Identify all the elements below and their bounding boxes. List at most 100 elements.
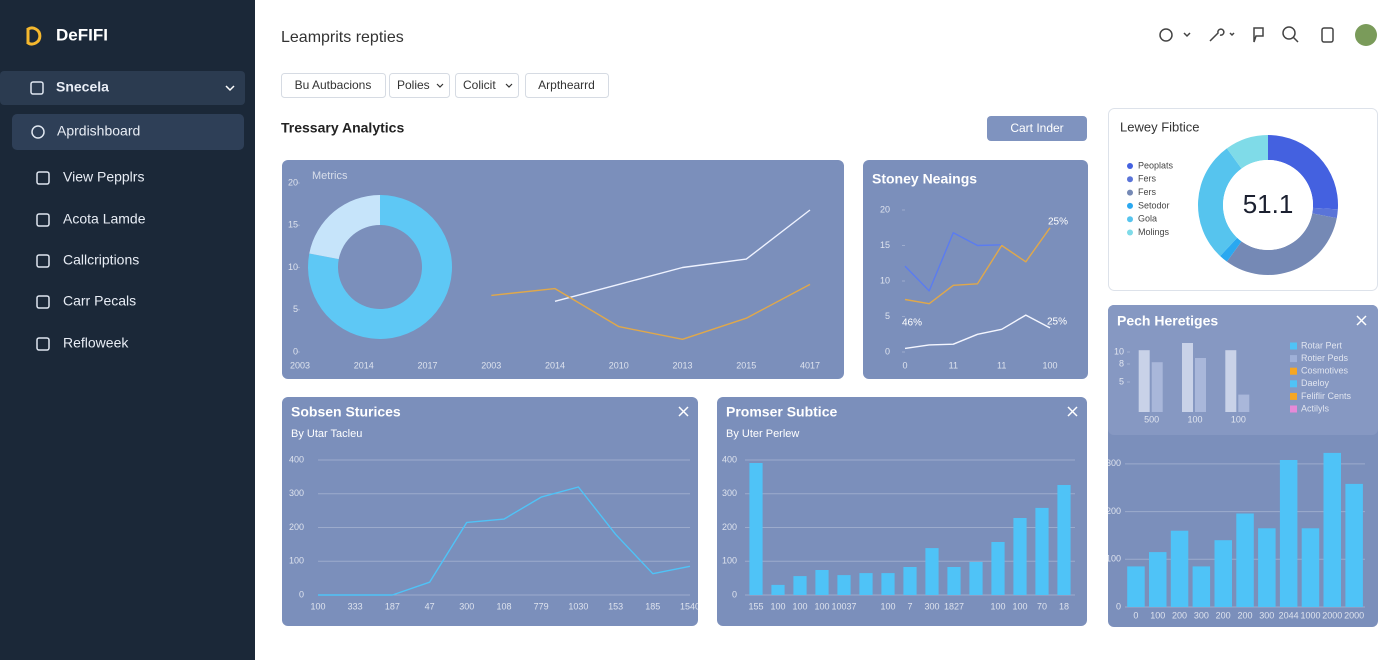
y-tick-label: 20 bbox=[288, 177, 298, 187]
menu-item[interactable]: View Pepplrs bbox=[63, 169, 144, 185]
filter-button[interactable] bbox=[281, 73, 386, 98]
menu-item[interactable]: Callcriptions bbox=[63, 252, 139, 268]
legend-swatch bbox=[1290, 392, 1297, 400]
bar bbox=[1057, 485, 1071, 595]
bar bbox=[881, 573, 895, 595]
filter-bar: Bu Autbacions Polies Colicit Arpthearrd bbox=[281, 73, 609, 98]
menu-header[interactable] bbox=[0, 71, 245, 105]
x-tick-label: 300 bbox=[1194, 610, 1209, 620]
filter-button[interactable] bbox=[455, 73, 519, 98]
x-tick-label: 0 bbox=[1133, 610, 1138, 620]
legend-swatch bbox=[1290, 367, 1297, 375]
y-tick-label: 300 bbox=[1106, 458, 1121, 468]
icon bbox=[1183, 32, 1191, 38]
y-tick-label: 0 bbox=[293, 346, 298, 356]
close-button[interactable] bbox=[678, 406, 689, 417]
panel-title: Pech Heretiges bbox=[1117, 313, 1218, 329]
menu-item[interactable]: Carr Pecals bbox=[63, 293, 136, 309]
legend-swatch bbox=[1290, 405, 1297, 413]
section-button[interactable] bbox=[987, 116, 1087, 141]
bar bbox=[1013, 518, 1027, 595]
legend-label: Daeloy bbox=[1301, 378, 1330, 388]
y-tick-label: 200 bbox=[722, 522, 737, 532]
filter-label[interactable]: Bu Autbacions bbox=[295, 78, 372, 92]
x-tick-label: 300 bbox=[1259, 610, 1274, 620]
menu-icon bbox=[36, 213, 50, 227]
x-tick-label: 153 bbox=[608, 601, 623, 611]
annotation: 46% bbox=[902, 318, 922, 329]
y-tick-label: 100 bbox=[722, 556, 737, 566]
x-tick-label: 200 bbox=[1172, 610, 1187, 620]
x-tick-label: 100 bbox=[792, 601, 807, 611]
panel bbox=[863, 160, 1088, 379]
legend-label: Rotier Peds bbox=[1301, 353, 1349, 363]
icon bbox=[1292, 36, 1299, 43]
legend-label: Peoplats bbox=[1138, 160, 1174, 170]
bar bbox=[903, 567, 917, 595]
section-button-label[interactable]: Cart Inder bbox=[1010, 121, 1063, 135]
line-series bbox=[491, 283, 811, 340]
bar bbox=[991, 542, 1005, 595]
legend-label: Actilyls bbox=[1301, 403, 1330, 413]
bar bbox=[1279, 460, 1298, 607]
close-button[interactable] bbox=[1356, 315, 1367, 326]
y-tick-label: 5 bbox=[1119, 376, 1124, 386]
legend-label: Rotar Pert bbox=[1301, 340, 1343, 350]
menu-icon bbox=[36, 337, 50, 351]
bar bbox=[771, 584, 785, 595]
legend-label: Molings bbox=[1138, 227, 1170, 237]
pie-slice bbox=[308, 195, 453, 339]
close-button[interactable] bbox=[1067, 406, 1078, 417]
panel-title: Metrics bbox=[312, 170, 348, 182]
x-tick-label: 100 bbox=[990, 601, 1005, 611]
line-series bbox=[904, 314, 1051, 350]
x-tick-label: 200 bbox=[1237, 610, 1252, 620]
pie-slice bbox=[1198, 148, 1242, 257]
y-tick-label: 300 bbox=[289, 488, 304, 498]
x-tick-label: 155 bbox=[748, 601, 763, 611]
section-title: Tressary Analytics bbox=[281, 120, 404, 136]
icon[interactable] bbox=[1209, 28, 1225, 42]
y-tick-label: 400 bbox=[722, 454, 737, 464]
menu-item[interactable]: Acota Lamde bbox=[63, 211, 146, 227]
bar bbox=[749, 463, 763, 595]
legend: Rotar Pert Rotier Peds Cosmotives Daeloy Fel… bbox=[1290, 340, 1352, 413]
icon[interactable] bbox=[1282, 26, 1296, 40]
legend-label: Fers bbox=[1138, 174, 1157, 184]
legend-swatch bbox=[1290, 355, 1297, 363]
filter-button[interactable] bbox=[389, 73, 450, 98]
filter-label[interactable]: Polies bbox=[397, 78, 430, 92]
y-tick-label: 10 bbox=[1114, 346, 1124, 356]
menu-item[interactable]: Aprdishboard bbox=[57, 123, 140, 139]
x-tick-label: 0 bbox=[902, 360, 907, 370]
x-tick-label: 108 bbox=[496, 601, 511, 611]
panel-title: Lewey Fibtice bbox=[1120, 119, 1199, 134]
menu-item-active[interactable] bbox=[12, 114, 244, 150]
x-tick-label: 1827 bbox=[944, 601, 964, 611]
pie-slice bbox=[1226, 213, 1337, 275]
icon[interactable] bbox=[1253, 27, 1264, 43]
bar bbox=[1182, 343, 1193, 412]
filter-label[interactable]: Colicit bbox=[463, 78, 496, 92]
bar bbox=[947, 567, 961, 595]
y-tick-label: 400 bbox=[289, 454, 304, 464]
menu-icon bbox=[31, 125, 45, 139]
icon[interactable] bbox=[1159, 28, 1173, 42]
x-tick-label: 47 bbox=[425, 601, 435, 611]
x-tick-label: 2013 bbox=[672, 360, 692, 370]
y-tick-label: 15 bbox=[880, 240, 890, 250]
x-tick-label: 300 bbox=[459, 601, 474, 611]
filter-label[interactable]: Arpthearrd bbox=[538, 78, 595, 92]
filter-button[interactable] bbox=[525, 73, 609, 98]
y-tick-label: 5 bbox=[293, 304, 298, 314]
line-series bbox=[554, 209, 811, 302]
pie-slice bbox=[1312, 207, 1338, 219]
x-tick-label: 187 bbox=[385, 601, 400, 611]
menu-icon bbox=[30, 81, 44, 95]
y-tick-label: 10 bbox=[288, 262, 298, 272]
pie-slice bbox=[1220, 237, 1242, 262]
menu-item[interactable]: Refloweek bbox=[63, 335, 129, 351]
icon[interactable] bbox=[1321, 27, 1334, 43]
avatar[interactable] bbox=[1355, 24, 1377, 46]
x-tick-label: 1030 bbox=[568, 601, 588, 611]
